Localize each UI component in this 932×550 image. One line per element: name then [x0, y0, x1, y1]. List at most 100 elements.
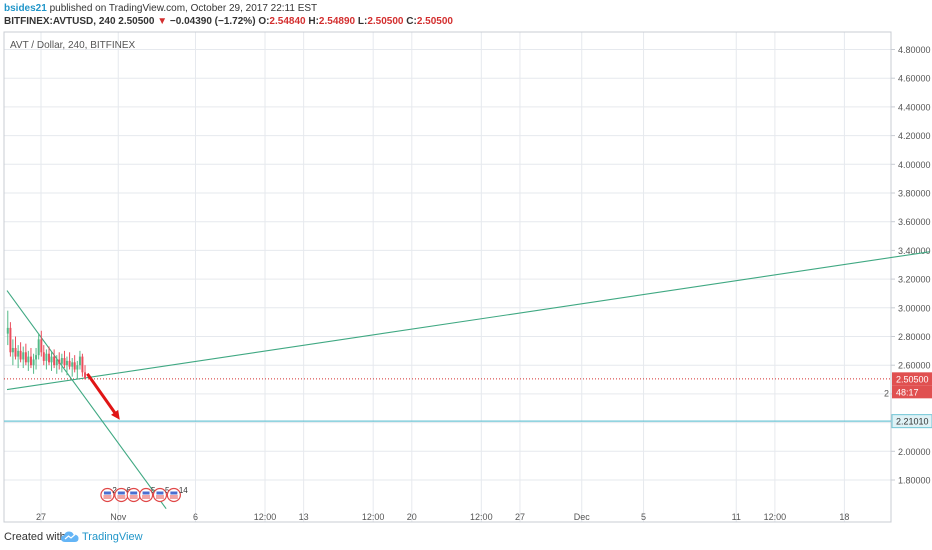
event-count: 14: [179, 486, 188, 495]
horizontal-line-badge: 2.21010: [891, 414, 932, 429]
created-with-text: Created with: [4, 531, 66, 543]
chart-legend: AVT / Dollar, 240, BITFINEX: [10, 40, 136, 51]
time-tick-label: 5: [641, 512, 646, 522]
last-price-badge-bg: [892, 372, 932, 386]
candle-body: [14, 347, 17, 357]
author-name[interactable]: bsides21: [4, 3, 47, 14]
time-tick-label: 12:00: [470, 512, 493, 522]
down-arrow: [86, 372, 118, 416]
price-tick-label: 3.00000: [898, 303, 931, 313]
candle: [63, 350, 66, 369]
candle-body: [65, 360, 68, 366]
footer: Created with TradingView: [0, 524, 932, 550]
event-count: 2: [112, 486, 117, 495]
trend-line: [6, 251, 930, 391]
candle: [60, 353, 63, 373]
price-tick-label: 1.80000: [898, 476, 931, 486]
countdown-badge-bg: [892, 385, 932, 399]
candle-body: [40, 339, 43, 353]
events[interactable]: 265514: [100, 486, 188, 503]
candle-body: [53, 356, 56, 366]
event-flag-icon: [126, 487, 141, 503]
last-value: 2.50500: [118, 16, 155, 27]
candle: [14, 336, 17, 360]
candle: [58, 352, 61, 370]
price-tick-label: 3.20000: [898, 275, 931, 285]
candle-body: [27, 356, 30, 363]
last-price-badge-text: 2.50500: [896, 374, 929, 384]
price-tick-label: 4.40000: [898, 102, 931, 112]
candle: [37, 333, 40, 360]
candle: [42, 345, 45, 366]
tradingview-cloud-icon: [61, 531, 79, 542]
close-label: C:: [406, 16, 417, 27]
symbol-name: BITFINEX:AVTUSD, 240: [4, 16, 116, 27]
horizontal-line-badge-text: 2.21010: [896, 417, 929, 427]
price-change: −0.04390 (−1.72%): [169, 16, 256, 27]
flag-blue: [103, 491, 111, 495]
candle-body: [84, 372, 87, 379]
candle: [84, 365, 87, 380]
price-tick-label: 2.80000: [898, 332, 931, 342]
event-count: 5: [151, 486, 156, 495]
event-count: 5: [165, 486, 170, 495]
tradingview-brand[interactable]: TradingView: [82, 531, 143, 543]
flag-blue: [130, 491, 138, 495]
price-tick-label: 4.80000: [898, 45, 931, 55]
candle: [22, 346, 25, 369]
candle-body: [17, 350, 20, 357]
candle-body: [50, 356, 53, 363]
candles[interactable]: [6, 310, 87, 380]
event-marker: 2: [100, 486, 117, 503]
candle-body: [63, 358, 66, 366]
candle-body: [45, 353, 48, 361]
partial-price-label: 2: [884, 388, 889, 398]
open-value: 2.54840: [269, 16, 306, 27]
price-tick-label: 3.80000: [898, 189, 931, 199]
candle-body: [68, 360, 71, 367]
publish-text: published on TradingView.com, October 29…: [46, 3, 318, 14]
price-tick-label: 2.60000: [898, 361, 931, 371]
time-tick-label: 27: [36, 512, 46, 522]
candle: [19, 342, 22, 363]
event-marker: 5: [138, 486, 156, 503]
time-axis[interactable]: 27 Nov 6 12:00 13 12:00 20 12:00 27 Dec 5 11 12:00 18: [36, 512, 849, 522]
flag-blue: [142, 491, 150, 495]
candle: [65, 356, 68, 376]
time-tick-label: Dec: [574, 512, 591, 522]
candle: [53, 349, 56, 369]
candle: [35, 347, 38, 370]
candle-body: [71, 362, 74, 367]
candle-body: [29, 356, 32, 366]
candle-body: [11, 347, 14, 353]
candle-body: [48, 353, 51, 363]
high-label: H:: [308, 16, 319, 27]
down-arrow-icon: ▼: [157, 16, 168, 27]
event-marker: 14: [166, 486, 188, 503]
open-label: O:: [258, 16, 270, 27]
candle: [68, 352, 71, 370]
event-marker: 5: [152, 486, 170, 503]
countdown-badge-text: 48:17: [896, 387, 919, 397]
price-badges: 2.50500 48:17 2 2.21010: [884, 372, 932, 429]
time-tick-label: 18: [839, 512, 849, 522]
low-label: L:: [357, 16, 368, 27]
time-tick-label: 27: [515, 512, 525, 522]
flag-blue: [170, 491, 178, 495]
symbol-info: BITFINEX:AVTUSD, 240 2.50500 ▼ −0.04390 …: [4, 16, 453, 27]
candle: [71, 358, 74, 377]
candle: [45, 349, 48, 370]
event-marker: [126, 487, 141, 503]
time-tick-label: 12:00: [362, 512, 385, 522]
time-tick-label: 13: [299, 512, 309, 522]
last-price-badge: 2.50500: [892, 372, 932, 386]
price-tick-label: 2.00000: [898, 447, 931, 457]
candle-body: [9, 327, 12, 353]
time-tick-label: 11: [732, 512, 741, 522]
candle: [50, 352, 53, 371]
drawings[interactable]: [4, 251, 930, 510]
time-tick-label: 12:00: [764, 512, 787, 522]
candle-body: [58, 359, 61, 364]
candle-body: [24, 352, 27, 363]
